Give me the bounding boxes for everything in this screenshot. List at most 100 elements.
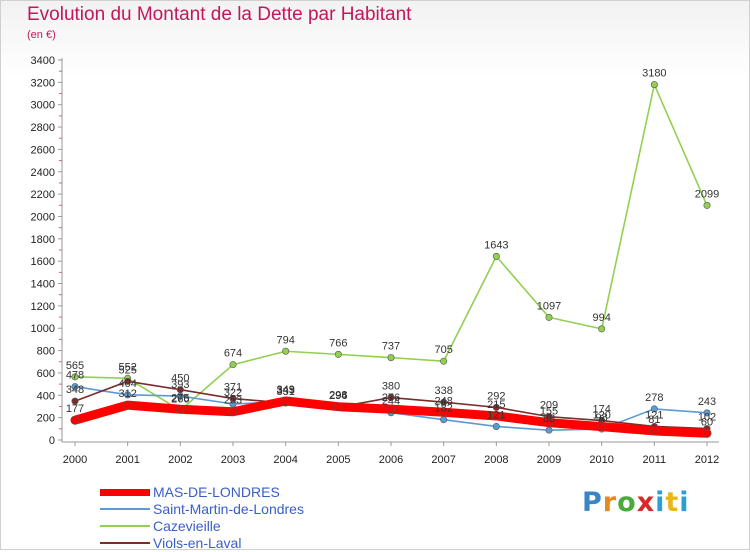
data-label-viols-en-laval: 371 <box>224 382 242 394</box>
data-label-mas-de-londres: 312 <box>118 388 136 400</box>
data-point-saint-martin-de-londres <box>124 391 132 399</box>
data-point-mas-de-londres <box>492 411 501 421</box>
x-tick-label: 2002 <box>168 454 192 466</box>
y-tick-label: 1600 <box>31 256 55 268</box>
data-point-mas-de-londres <box>123 400 132 410</box>
data-label-viols-en-laval: 348 <box>66 384 84 396</box>
data-point-mas-de-londres <box>70 415 80 425</box>
data-label-viols-en-laval: 209 <box>540 400 558 412</box>
data-point-saint-martin-de-londres <box>492 422 500 430</box>
data-point-mas-de-londres <box>650 426 659 436</box>
legend-label: Cazevieille <box>153 518 221 534</box>
data-label-saint-martin-de-londres: 278 <box>645 392 663 404</box>
data-point-cazevieille <box>703 201 711 209</box>
line-chart: 0 200 400 600 800 1000 1200 1400 1600 1800 2000 220… <box>31 55 720 466</box>
chart-series <box>70 81 712 438</box>
y-tick-label: 2600 <box>31 144 55 156</box>
data-label-saint-martin-de-londres: 393 <box>171 379 189 391</box>
data-label-cazevieille: 705 <box>434 344 452 356</box>
data-label-saint-martin-de-londres: 243 <box>698 396 716 408</box>
x-tick-label: 2000 <box>63 454 87 466</box>
data-label-cazevieille: 794 <box>276 334 294 346</box>
x-tick-label: 2006 <box>379 454 403 466</box>
data-label-mas-de-londres: 155 <box>540 406 558 418</box>
data-label-viols-en-laval: 331 <box>276 386 294 398</box>
x-tick-label: 2008 <box>484 454 508 466</box>
data-label-saint-martin-de-londres: 88 <box>543 413 555 425</box>
data-label-cazevieille: 552 <box>118 361 136 373</box>
x-tick-label: 2012 <box>695 454 719 466</box>
y-tick-label: 2000 <box>31 211 55 223</box>
data-label-mas-de-londres: 81 <box>648 414 660 426</box>
data-point-cazevieille <box>334 350 342 358</box>
data-point-cazevieille <box>492 252 500 260</box>
chart-axes: 0 200 400 600 800 1000 1200 1400 1600 1800 2000 220… <box>31 55 720 466</box>
data-point-mas-de-londres <box>228 407 238 417</box>
data-label-mas-de-londres: 248 <box>434 395 452 407</box>
data-point-saint-martin-de-londres <box>545 426 553 434</box>
data-point-saint-martin-de-londres <box>71 383 79 391</box>
data-point-viols-en-laval <box>492 403 500 411</box>
data-point-cazevieille <box>650 81 658 89</box>
data-label-cazevieille: 2099 <box>695 188 719 200</box>
data-label-cazevieille: 3180 <box>642 68 666 80</box>
data-label-viols-en-laval: 292 <box>487 390 505 402</box>
data-label-cazevieille: 1643 <box>484 239 508 251</box>
y-tick-label: 1200 <box>31 301 55 313</box>
y-tick-label: 1400 <box>31 279 55 291</box>
data-label-viols-en-laval: 338 <box>434 385 452 397</box>
y-tick-label: 200 <box>37 413 55 425</box>
data-label-saint-martin-de-londres: 343 <box>276 385 294 397</box>
data-label-mas-de-londres: 177 <box>66 403 84 415</box>
legend-label: MAS-DE-LONDRES <box>153 484 280 500</box>
data-label-mas-de-londres: 60 <box>701 416 713 428</box>
legend-label: Saint-Martin-de-Londres <box>153 501 304 517</box>
data-label-viols-en-laval: 380 <box>382 381 400 393</box>
data-point-viols-en-laval <box>124 377 132 385</box>
data-label-cazevieille: 266 <box>171 393 189 405</box>
data-point-viols-en-laval <box>71 397 79 405</box>
data-label-viols-en-laval: 294 <box>329 390 347 402</box>
data-label-saint-martin-de-londres: 322 <box>224 387 242 399</box>
x-tick-label: 2001 <box>115 454 139 466</box>
data-label-mas-de-londres: 298 <box>329 390 347 402</box>
data-label-cazevieille: 994 <box>592 312 610 324</box>
data-label-saint-martin-de-londres: 98 <box>596 412 608 424</box>
x-tick-label: 2003 <box>221 454 245 466</box>
y-tick-label: 3000 <box>31 100 55 112</box>
data-label-cazevieille: 737 <box>382 341 400 353</box>
data-point-saint-martin-de-londres <box>440 416 448 424</box>
legend-swatch-saint-martin-de-londres <box>100 508 150 510</box>
y-tick-label: 800 <box>37 346 55 358</box>
data-label-cazevieille: 674 <box>224 348 242 360</box>
data-point-saint-martin-de-londres <box>703 409 711 417</box>
x-tick-label: 2011 <box>643 454 667 466</box>
data-label-viols-en-laval: 102 <box>698 412 716 424</box>
data-label-saint-martin-de-londres: 404 <box>118 378 136 390</box>
data-label-mas-de-londres: 215 <box>487 399 505 411</box>
data-point-cazevieille <box>71 373 79 381</box>
data-label-cazevieille: 565 <box>66 360 84 372</box>
data-label-saint-martin-de-londres: 296 <box>329 390 347 402</box>
y-tick-label: 400 <box>37 390 55 402</box>
data-point-cazevieille <box>440 357 448 365</box>
y-tick-label: 1000 <box>31 323 55 335</box>
y-tick-label: 2800 <box>31 122 55 134</box>
legend-swatch-mas-de-londres <box>100 489 150 496</box>
y-tick-label: 2400 <box>31 167 55 179</box>
data-label-viols-en-laval: 525 <box>118 364 136 376</box>
y-tick-label: 3200 <box>31 77 55 89</box>
data-point-viols-en-laval <box>176 386 184 394</box>
legend-swatch-viols-en-laval <box>100 542 150 544</box>
data-point-cazevieille <box>598 325 606 333</box>
data-point-mas-de-londres <box>334 402 343 411</box>
data-label-cazevieille: 1097 <box>537 300 561 312</box>
legend-swatch-cazevieille <box>100 525 150 527</box>
x-tick-label: 2009 <box>537 454 561 466</box>
data-point-mas-de-londres <box>439 407 448 417</box>
data-point-viols-en-laval <box>387 394 395 402</box>
proxiti-logo: Proxiti <box>582 487 690 518</box>
data-point-mas-de-londres <box>702 428 712 438</box>
data-point-cazevieille <box>387 354 395 362</box>
